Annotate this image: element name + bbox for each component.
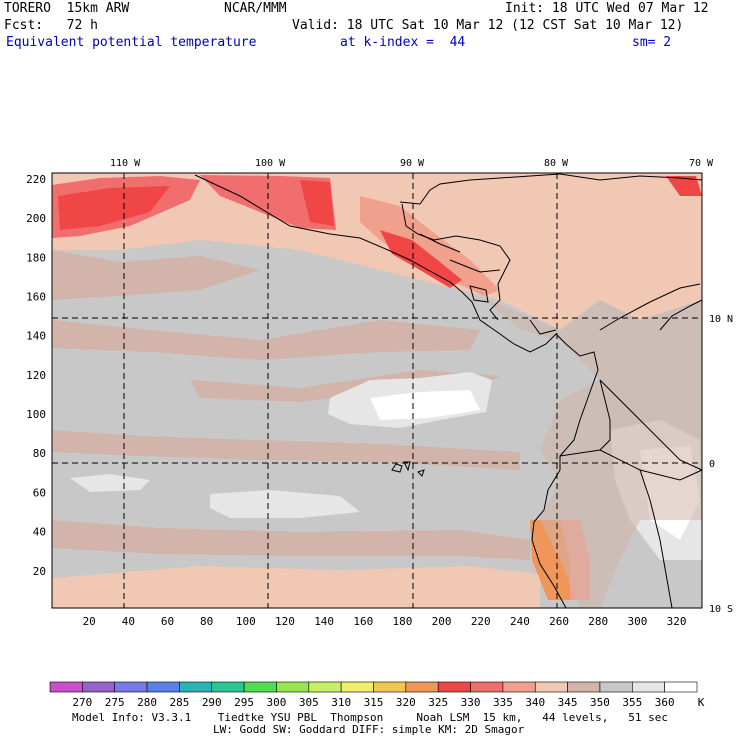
x-tick-label: 280 [588, 615, 608, 628]
colorbar-swatch [405, 681, 439, 693]
colorbar-level-label: 360 [655, 696, 675, 709]
y-tick-label: 80 [33, 447, 46, 460]
lat-label-10s: 10 S [709, 604, 733, 615]
forecast-hour: Fcst: 72 h [4, 18, 98, 33]
colorbar-swatch [599, 681, 633, 693]
y-tick-label: 100 [26, 408, 46, 421]
y-axis-ticks: 220 200 180 160 140 120 100 80 60 40 20 [26, 173, 46, 578]
y-tick-label: 160 [26, 290, 46, 303]
field-name: Equivalent potential temperature [6, 35, 257, 50]
y-tick-label: 220 [26, 173, 46, 186]
colorbar-level-label: 300 [267, 696, 287, 709]
colorbar-labels: 270 275 280 285 290 295 300 305 310 315 320 325 330 3… [72, 696, 674, 709]
init-time: Init: 18 UTC Wed 07 Mar 12 [505, 1, 709, 16]
colorbar-level-label: 295 [234, 696, 254, 709]
colorbar-swatch [340, 681, 374, 693]
colorbar-level-label: 325 [428, 696, 448, 709]
colorbar-swatch [211, 681, 245, 693]
colorbar-level-label: 345 [558, 696, 578, 709]
y-tick-label: 200 [26, 212, 46, 225]
colorbar-level-label: 315 [364, 696, 384, 709]
colorbar [49, 681, 698, 693]
model-name: TORERO 15km ARW [4, 1, 130, 16]
x-tick-label: 220 [471, 615, 491, 628]
colorbar-swatch [470, 681, 504, 693]
colorbar-swatch [243, 681, 277, 693]
valid-time: Valid: 18 UTC Sat 10 Mar 12 (12 CST Sat … [292, 18, 684, 33]
y-tick-label: 20 [33, 565, 46, 578]
lat-lon-grid [52, 173, 702, 608]
colorbar-unit: K [698, 696, 705, 709]
colorbar-swatch [179, 681, 213, 693]
footer-physics-info: LW: Godd SW: Goddard DIFF: simple KM: 2D… [213, 723, 525, 736]
x-tick-label: 320 [667, 615, 687, 628]
colorbar-level-label: 290 [202, 696, 222, 709]
center-name: NCAR/MMM [224, 1, 287, 16]
colorbar-level-label: 355 [622, 696, 642, 709]
level-index: at k-index = 44 [340, 35, 466, 50]
colorbar-level-label: 285 [169, 696, 189, 709]
x-tick-label: 60 [161, 615, 174, 628]
lat-label-10n: 10 N [709, 314, 733, 325]
y-tick-label: 40 [33, 526, 46, 539]
x-tick-label: 200 [432, 615, 452, 628]
lat-labels: 10 N 0 10 S [709, 314, 733, 615]
y-tick-label: 140 [26, 330, 46, 343]
plot-frame [51, 172, 703, 609]
y-tick-label: 180 [26, 251, 46, 264]
colorbar-swatch [631, 681, 665, 693]
colorbar-swatch [437, 681, 471, 693]
x-tick-label: 40 [122, 615, 135, 628]
coastlines [194, 173, 703, 609]
lat-label-0: 0 [709, 459, 715, 470]
footer-model-info: Model Info: V3.3.1 Tiedtke YSU PBL Thomp… [72, 711, 669, 724]
colorbar-swatch [308, 681, 342, 693]
lon-labels: 110 W 100 W 90 W 80 W 70 W [110, 158, 714, 169]
colorbar-swatch [502, 681, 536, 693]
colorbar-swatch [373, 681, 407, 693]
smoothing: sm= 2 [632, 35, 672, 50]
colorbar-swatch [82, 681, 115, 693]
colorbar-level-label: 330 [461, 696, 481, 709]
x-tick-label: 160 [353, 615, 373, 628]
colorbar-level-label: 270 [72, 696, 92, 709]
x-tick-label: 80 [200, 615, 213, 628]
theta-e-field [52, 173, 702, 608]
colorbar-level-label: 305 [299, 696, 319, 709]
country-borders [419, 233, 703, 609]
colorbar-level-label: 340 [525, 696, 545, 709]
x-axis-ticks: 20 40 60 80 100 120 140 160 180 200 220 240 260 280 30… [83, 615, 687, 628]
y-tick-label: 60 [33, 486, 46, 499]
colorbar-swatch [49, 681, 83, 693]
x-tick-label: 120 [275, 615, 295, 628]
x-tick-label: 20 [83, 615, 96, 628]
colorbar-swatch [664, 681, 698, 693]
colorbar-level-label: 275 [105, 696, 125, 709]
lon-label-110w: 110 W [110, 158, 141, 169]
x-tick-label: 260 [549, 615, 569, 628]
x-tick-label: 300 [627, 615, 647, 628]
colorbar-swatch [567, 681, 601, 693]
x-tick-label: 240 [510, 615, 530, 628]
colorbar-level-label: 310 [331, 696, 351, 709]
colorbar-level-label: 320 [396, 696, 416, 709]
colorbar-swatch [534, 681, 568, 693]
y-tick-label: 120 [26, 369, 46, 382]
lon-label-100w: 100 W [255, 158, 286, 169]
lon-label-90w: 90 W [400, 158, 425, 169]
colorbar-swatch [276, 681, 310, 693]
lon-label-70w: 70 W [689, 158, 714, 169]
colorbar-level-label: 350 [590, 696, 610, 709]
x-tick-label: 180 [393, 615, 413, 628]
colorbar-level-label: 335 [493, 696, 513, 709]
lon-label-80w: 80 W [544, 158, 569, 169]
colorbar-swatch [114, 681, 148, 693]
x-tick-label: 140 [314, 615, 334, 628]
x-tick-label: 100 [236, 615, 256, 628]
colorbar-swatch [146, 681, 180, 693]
colorbar-level-label: 280 [137, 696, 157, 709]
